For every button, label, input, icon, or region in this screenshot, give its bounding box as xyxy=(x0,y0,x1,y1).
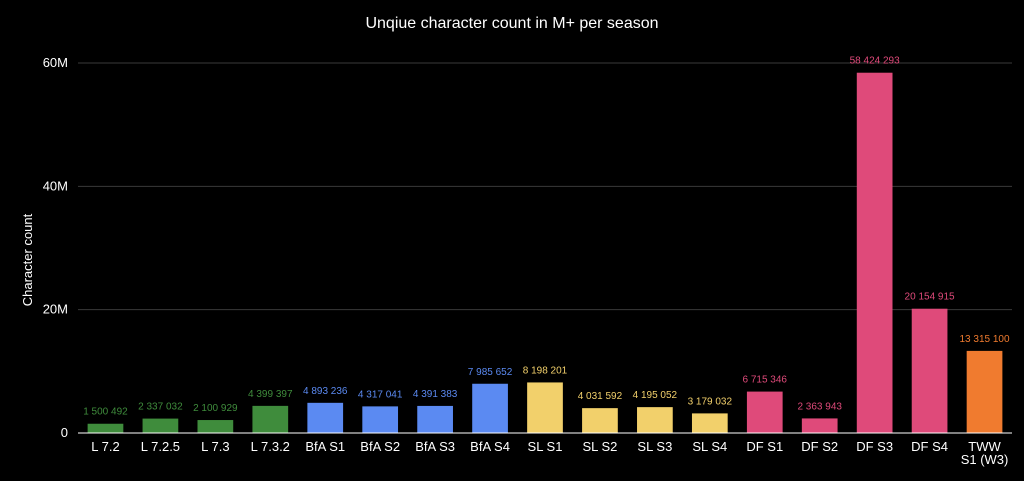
data-labels: 1 500 492 2 337 032 2 100 929 4 399 397 4 89… xyxy=(83,56,1010,418)
data-label: 13 315 100 xyxy=(959,334,1009,345)
data-label: 20 154 915 xyxy=(905,292,955,303)
x-tick-label: L 7.3.2 xyxy=(251,439,290,454)
bar xyxy=(582,408,618,433)
bar xyxy=(746,391,783,433)
bar xyxy=(362,406,399,433)
data-label: 4 391 383 xyxy=(413,389,458,400)
data-label: 8 198 201 xyxy=(523,365,568,376)
data-label: 4 399 397 xyxy=(248,389,293,400)
y-axis-ticks: 0 20M 40M 60M xyxy=(43,55,68,440)
x-tick-label: BfA S2 xyxy=(360,439,400,454)
bar xyxy=(527,382,563,433)
bar xyxy=(801,418,838,433)
data-label: 3 179 032 xyxy=(688,396,733,407)
bar xyxy=(637,407,673,433)
y-tick-label: 60M xyxy=(43,55,68,70)
chart-title: Unqiue character count in M+ per season xyxy=(365,15,658,32)
x-tick-label: L 7.2.5 xyxy=(141,439,180,454)
bar xyxy=(911,308,948,433)
bar xyxy=(691,413,728,433)
bar xyxy=(142,418,179,433)
y-tick-label: 20M xyxy=(43,302,68,317)
bar xyxy=(856,72,893,433)
x-axis-categories: L 7.2 L 7.2.5 L 7.3 L 7.3.2 BfA S1 BfA S2 BfA … xyxy=(91,439,1008,467)
data-label: 2 363 943 xyxy=(797,401,842,412)
x-tick-label: DF S2 xyxy=(801,439,838,454)
data-label: 4 317 041 xyxy=(358,389,403,400)
data-label: 4 893 236 xyxy=(303,386,348,397)
x-tick-label: DF S3 xyxy=(856,439,893,454)
data-label: 1 500 492 xyxy=(83,407,128,418)
x-tick-label: DF S4 xyxy=(911,439,948,454)
y-tick-label: 0 xyxy=(61,425,68,440)
gridlines xyxy=(78,62,1012,311)
bar xyxy=(472,383,508,433)
data-label: 4 031 592 xyxy=(578,391,623,402)
x-tick-label: L 7.2 xyxy=(91,439,119,454)
bar xyxy=(252,405,289,433)
x-tick-label: SL S4 xyxy=(692,439,727,454)
data-label: 2 337 032 xyxy=(138,402,183,413)
data-label: 6 715 346 xyxy=(743,375,788,386)
x-tick-label: TWW S1 (W3) xyxy=(961,439,1009,467)
x-tick-label: DF S1 xyxy=(746,439,783,454)
x-tick-label: SL S2 xyxy=(582,439,617,454)
bar xyxy=(966,350,1003,433)
bar xyxy=(417,405,453,433)
data-label: 7 985 652 xyxy=(468,367,513,378)
x-tick-label: BfA S4 xyxy=(470,439,510,454)
bar xyxy=(307,402,344,433)
x-tick-label: L 7.3 xyxy=(201,439,229,454)
bar xyxy=(87,423,124,433)
y-tick-label: 40M xyxy=(43,178,68,193)
x-tick-label: SL S3 xyxy=(637,439,672,454)
data-label: 4 195 052 xyxy=(633,390,678,401)
x-tick-label: BfA S1 xyxy=(305,439,345,454)
bars xyxy=(87,72,1003,433)
y-axis-label: Character count xyxy=(20,213,35,306)
data-label: 58 424 293 xyxy=(850,56,900,67)
bar xyxy=(197,420,234,433)
x-tick-label: BfA S3 xyxy=(415,439,455,454)
data-label: 2 100 929 xyxy=(193,403,238,414)
x-tick-label: SL S1 xyxy=(528,439,563,454)
